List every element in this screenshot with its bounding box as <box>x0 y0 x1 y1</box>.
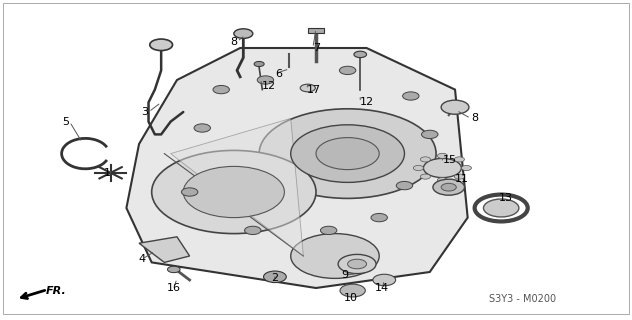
Circle shape <box>483 199 519 217</box>
Text: 16: 16 <box>167 283 181 293</box>
Circle shape <box>413 165 423 171</box>
Circle shape <box>245 226 261 235</box>
Circle shape <box>437 153 447 158</box>
Circle shape <box>461 165 471 171</box>
Text: 1: 1 <box>104 168 111 178</box>
Circle shape <box>433 179 465 195</box>
Polygon shape <box>126 48 468 288</box>
Circle shape <box>234 29 253 38</box>
Circle shape <box>420 174 430 179</box>
Text: 12: 12 <box>262 81 276 92</box>
Text: 10: 10 <box>344 292 358 303</box>
Circle shape <box>396 181 413 190</box>
Text: 14: 14 <box>375 283 389 293</box>
Circle shape <box>316 138 379 170</box>
Text: 9: 9 <box>341 270 348 280</box>
Circle shape <box>340 284 365 297</box>
Circle shape <box>338 254 376 274</box>
Text: 13: 13 <box>499 193 513 204</box>
Circle shape <box>371 213 387 222</box>
Circle shape <box>254 61 264 67</box>
Circle shape <box>152 150 316 234</box>
Circle shape <box>183 166 284 218</box>
Circle shape <box>454 174 465 179</box>
Text: 15: 15 <box>442 155 456 165</box>
Circle shape <box>291 125 404 182</box>
Text: FR.: FR. <box>46 286 66 296</box>
Circle shape <box>181 188 198 196</box>
Circle shape <box>167 266 180 273</box>
Circle shape <box>403 92 419 100</box>
Circle shape <box>420 157 430 162</box>
Circle shape <box>259 109 436 198</box>
Circle shape <box>437 178 447 183</box>
Text: 8: 8 <box>230 36 237 47</box>
Circle shape <box>441 100 469 114</box>
Text: 6: 6 <box>275 68 282 79</box>
Text: 8: 8 <box>471 113 478 124</box>
Circle shape <box>300 84 315 92</box>
Bar <box>308 28 324 33</box>
Text: 17: 17 <box>307 84 320 95</box>
Circle shape <box>373 274 396 286</box>
Circle shape <box>441 183 456 191</box>
Circle shape <box>264 271 286 283</box>
Circle shape <box>194 124 210 132</box>
Text: 3: 3 <box>142 107 149 117</box>
Text: 12: 12 <box>360 97 374 108</box>
Text: 7: 7 <box>313 43 320 53</box>
Circle shape <box>422 130 438 139</box>
Text: 4: 4 <box>138 254 146 264</box>
Circle shape <box>320 226 337 235</box>
Circle shape <box>354 51 367 58</box>
Text: S3Y3 - M0200: S3Y3 - M0200 <box>489 294 556 304</box>
Text: 5: 5 <box>63 116 70 127</box>
Circle shape <box>454 157 465 162</box>
Circle shape <box>423 158 461 178</box>
Text: 2: 2 <box>271 273 279 284</box>
Text: 11: 11 <box>455 174 469 184</box>
Circle shape <box>291 234 379 278</box>
Circle shape <box>150 39 173 51</box>
Circle shape <box>339 66 356 75</box>
Circle shape <box>257 76 274 84</box>
Circle shape <box>348 259 367 269</box>
Circle shape <box>213 85 229 94</box>
Polygon shape <box>139 237 190 262</box>
Polygon shape <box>171 118 303 256</box>
